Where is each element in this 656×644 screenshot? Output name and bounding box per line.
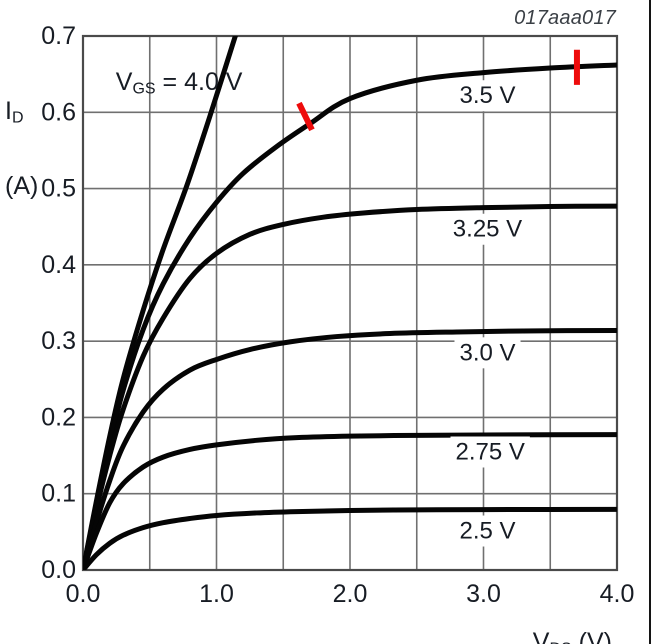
y-tick-label: 0.3 (41, 327, 76, 355)
red-cursor-mark (296, 101, 315, 132)
curve-label: 3.25 V (453, 216, 522, 243)
x-axis-title: VDS (V) (505, 605, 612, 644)
curve-3.0 (83, 327, 617, 570)
page-edge-line (649, 0, 651, 644)
y-tick-label: 0.0 (41, 556, 76, 584)
legend-value: = 4.0 V (155, 68, 243, 96)
curve-label-backing (454, 515, 521, 547)
curve-label: 2.75 V (455, 438, 524, 465)
x-tick-label: 3.0 (466, 580, 501, 608)
x-axis-unit: (V) (571, 628, 612, 644)
curves-group (83, 36, 617, 570)
x-tick-label: 4.0 (600, 580, 635, 608)
figure-id: 017aaa017 (514, 7, 616, 29)
curve-label: 2.5 V (459, 518, 515, 545)
curve-3.5 (83, 62, 617, 570)
y-axis-symbol: I (5, 97, 12, 125)
x-tick-label: 0.0 (66, 580, 101, 608)
y-tick-label: 0.6 (41, 98, 76, 126)
curve-3.25 (83, 203, 617, 570)
curve-label: 3.0 V (459, 339, 515, 366)
y-tick-label: 0.5 (41, 175, 76, 203)
curve-label-backing (447, 213, 528, 245)
x-axis-symbol: V (532, 628, 550, 644)
y-axis-title: ID (A) (5, 49, 38, 249)
curve-label-backing (454, 80, 521, 112)
plot-border (81, 34, 619, 572)
x-tick-label: 1.0 (199, 580, 234, 608)
curve-2.5 (83, 506, 617, 570)
curve-label-backing (450, 436, 530, 468)
y-tick-label: 0.7 (41, 22, 76, 50)
curve-label: 3.5 V (459, 82, 515, 109)
vgs-curve-legend: VGS = 4.0 V (88, 39, 243, 126)
y-tick-label: 0.2 (41, 403, 76, 431)
y-tick-label: 0.1 (41, 480, 76, 508)
y-axis-unit: (A) (5, 172, 39, 200)
curve-2.75 (83, 432, 617, 570)
legend-symbol: V (115, 68, 133, 96)
x-axis-subscript: DS (549, 641, 571, 644)
y-axis-subscript: D (11, 109, 24, 127)
curve-label-backing (454, 337, 521, 369)
x-tick-label: 2.0 (333, 580, 368, 608)
y-tick-label: 0.4 (41, 251, 76, 279)
legend-subscript: GS (132, 80, 156, 98)
